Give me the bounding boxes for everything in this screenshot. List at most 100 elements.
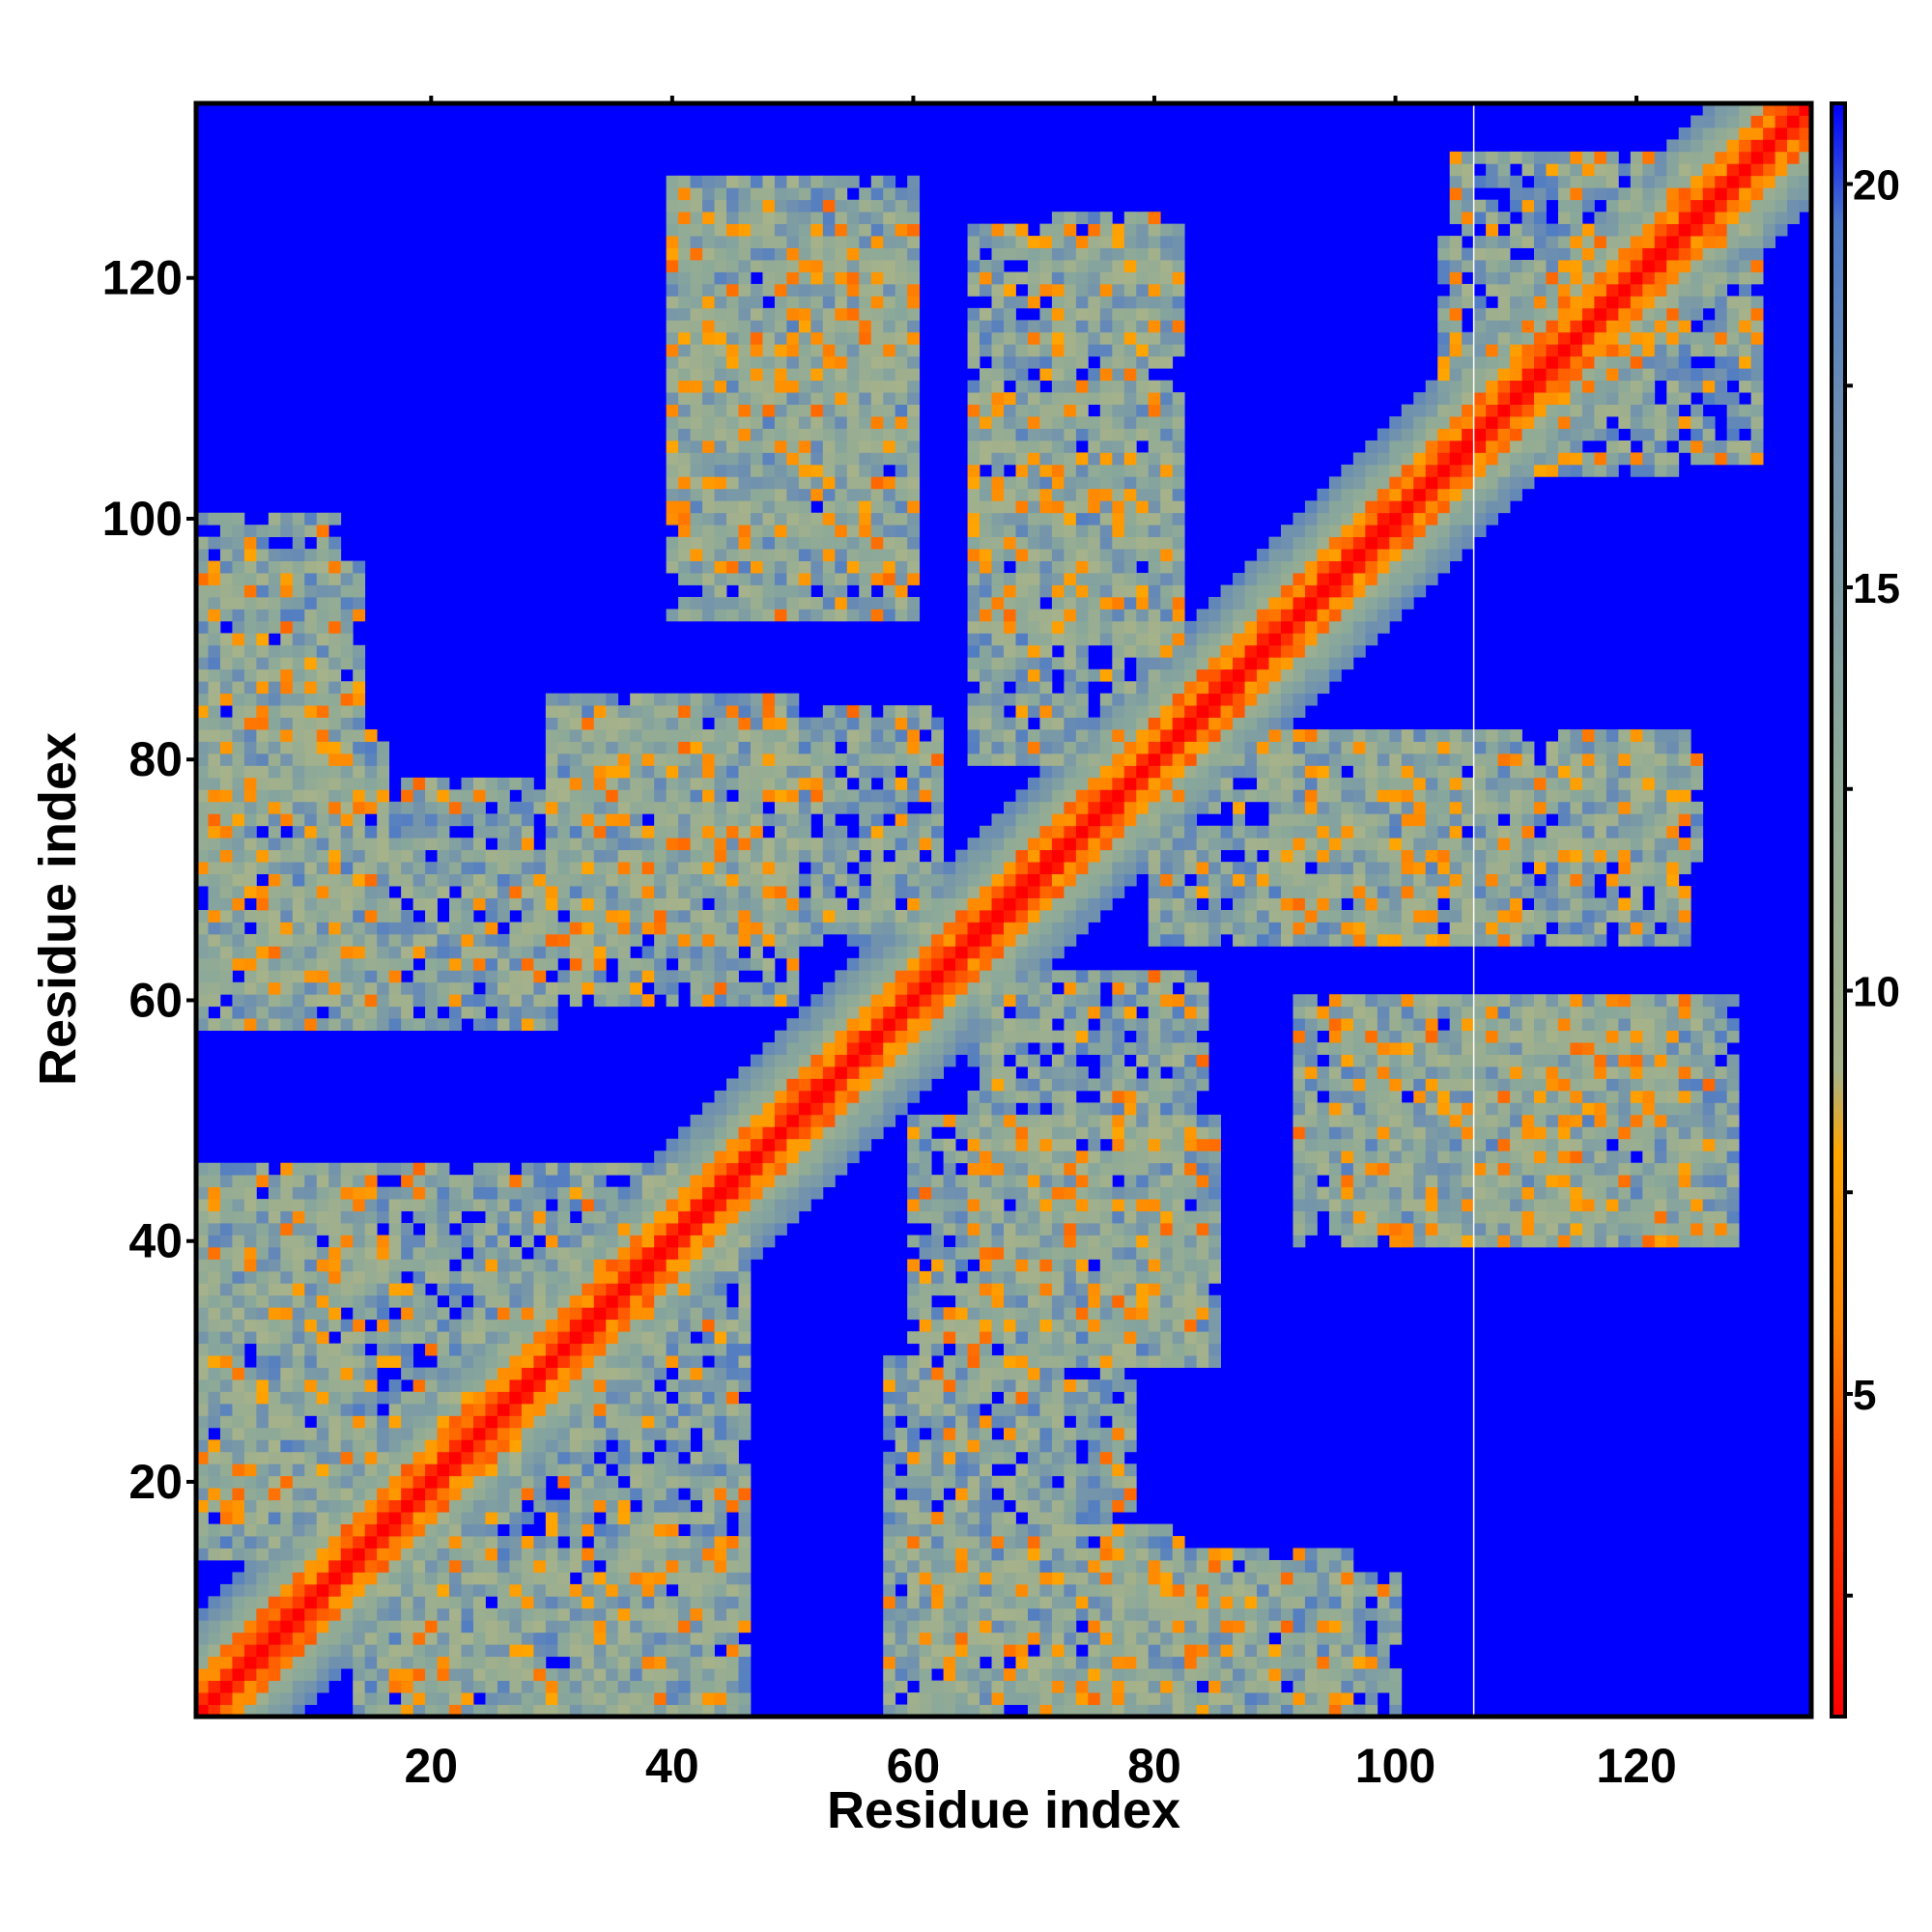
heatmap-cell: [196, 620, 209, 634]
heatmap-cell: [533, 922, 547, 935]
heatmap-cell: [678, 1572, 691, 1585]
heatmap-cell: [232, 1572, 245, 1585]
heatmap-cell: [316, 1403, 329, 1416]
heatmap-cell: [1148, 1355, 1161, 1368]
heatmap-cell: [1148, 1186, 1161, 1200]
heatmap-cell: [268, 1294, 281, 1308]
heatmap-cell: [1027, 1427, 1040, 1440]
heatmap-cell: [557, 1259, 571, 1272]
heatmap-cell: [931, 1307, 945, 1321]
heatmap-cell: [268, 957, 281, 971]
heatmap-cell: [1004, 1475, 1016, 1489]
heatmap-cell: [1557, 1210, 1571, 1224]
heatmap-cell: [364, 1583, 378, 1597]
heatmap-cell: [353, 644, 366, 658]
heatmap-cell: [208, 922, 221, 935]
heatmap-cell: [425, 1596, 438, 1609]
heatmap-cell: [437, 1451, 450, 1464]
heatmap-cell: [521, 1559, 534, 1573]
heatmap-cell: [738, 1270, 752, 1284]
heatmap-cell: [316, 910, 329, 923]
heatmap-cell: [1365, 1583, 1378, 1597]
heatmap-cell: [1112, 1596, 1125, 1609]
heatmap-cell: [304, 729, 318, 742]
heatmap-cell: [593, 1259, 607, 1272]
heatmap-cell: [280, 1475, 294, 1489]
heatmap-cell: [726, 549, 739, 561]
heatmap-cell: [533, 1607, 547, 1621]
heatmap-cell: [1233, 1572, 1245, 1585]
heatmap-cell: [714, 1463, 727, 1477]
heatmap-cell: [582, 1403, 595, 1416]
heatmap-cell: [1075, 1223, 1089, 1236]
heatmap-cell: [1112, 1656, 1125, 1669]
heatmap-cell: [593, 1175, 607, 1188]
heatmap-cell: [1293, 1596, 1306, 1609]
heatmap-cell: [630, 1451, 643, 1464]
heatmap-cell: [412, 1018, 426, 1032]
heatmap-cell: [726, 355, 739, 369]
heatmap-cell: [316, 1210, 329, 1224]
heatmap-cell: [545, 1162, 558, 1176]
heatmap-cell: [1244, 1572, 1258, 1585]
heatmap-cell: [654, 1223, 668, 1236]
heatmap-cell: [316, 1656, 329, 1669]
heatmap-cell: [292, 560, 305, 574]
heatmap-cell: [654, 1235, 668, 1248]
heatmap-cell: [304, 596, 318, 610]
heatmap-cell: [702, 283, 715, 297]
heatmap-cell: [593, 1223, 607, 1236]
heatmap-cell: [666, 476, 679, 490]
heatmap-cell: [1317, 1656, 1330, 1669]
heatmap-cell: [533, 1175, 547, 1188]
heatmap-cell: [521, 1583, 534, 1597]
heatmap-cell: [1328, 1548, 1342, 1561]
heatmap-cell: [1666, 1223, 1680, 1236]
heatmap-cell: [196, 1270, 209, 1284]
heatmap-cell: [268, 1572, 281, 1585]
heatmap-cell: [353, 1246, 366, 1260]
heatmap-cell: [1462, 1186, 1475, 1200]
heatmap-cell: [1365, 1668, 1378, 1682]
heatmap-cell: [196, 693, 209, 706]
heatmap-cell: [232, 1463, 245, 1477]
heatmap-cell: [1039, 1427, 1053, 1440]
heatmap-cell: [1075, 1548, 1089, 1561]
heatmap-cell: [1148, 1536, 1161, 1548]
heatmap-cell: [1160, 1656, 1174, 1669]
heatmap-cell: [425, 1656, 438, 1669]
heatmap-cell: [907, 1607, 921, 1621]
heatmap-cell: [919, 1379, 932, 1392]
heatmap-cell: [340, 1644, 354, 1658]
heatmap-cell: [1196, 1548, 1209, 1561]
heatmap-cell: [1027, 1403, 1040, 1416]
heatmap-cell: [304, 1186, 318, 1200]
heatmap-cell: [641, 693, 655, 706]
heatmap-cell: [1172, 1283, 1185, 1296]
heatmap-cell: [1317, 1583, 1330, 1597]
heatmap-cell: [557, 1512, 571, 1524]
heatmap-cell: [955, 1439, 968, 1453]
heatmap-cell: [1208, 1607, 1221, 1621]
heatmap-cell: [666, 1488, 679, 1501]
heatmap-cell: [654, 1607, 668, 1621]
heatmap-cell: [485, 1559, 498, 1573]
heatmap-cell: [606, 1475, 619, 1489]
heatmap-cell: [1666, 1186, 1680, 1200]
heatmap-cell: [521, 897, 534, 911]
heatmap-cell: [654, 765, 668, 779]
heatmap-cell: [641, 801, 655, 814]
heatmap-cell: [1004, 1331, 1016, 1345]
heatmap-cell: [353, 1006, 366, 1019]
heatmap-cell: [268, 584, 281, 598]
heatmap-cell: [690, 392, 703, 405]
heatmap-cell: [292, 1572, 305, 1585]
heatmap-cell: [437, 1162, 450, 1176]
heatmap-cell: [606, 1559, 619, 1573]
heatmap-cell: [533, 1548, 547, 1561]
heatmap-cell: [967, 1488, 980, 1501]
heatmap-cell: [545, 1246, 558, 1260]
heatmap-cell: [425, 1583, 438, 1597]
heatmap-cell: [641, 1343, 655, 1356]
heatmap-cell: [1015, 1186, 1029, 1200]
